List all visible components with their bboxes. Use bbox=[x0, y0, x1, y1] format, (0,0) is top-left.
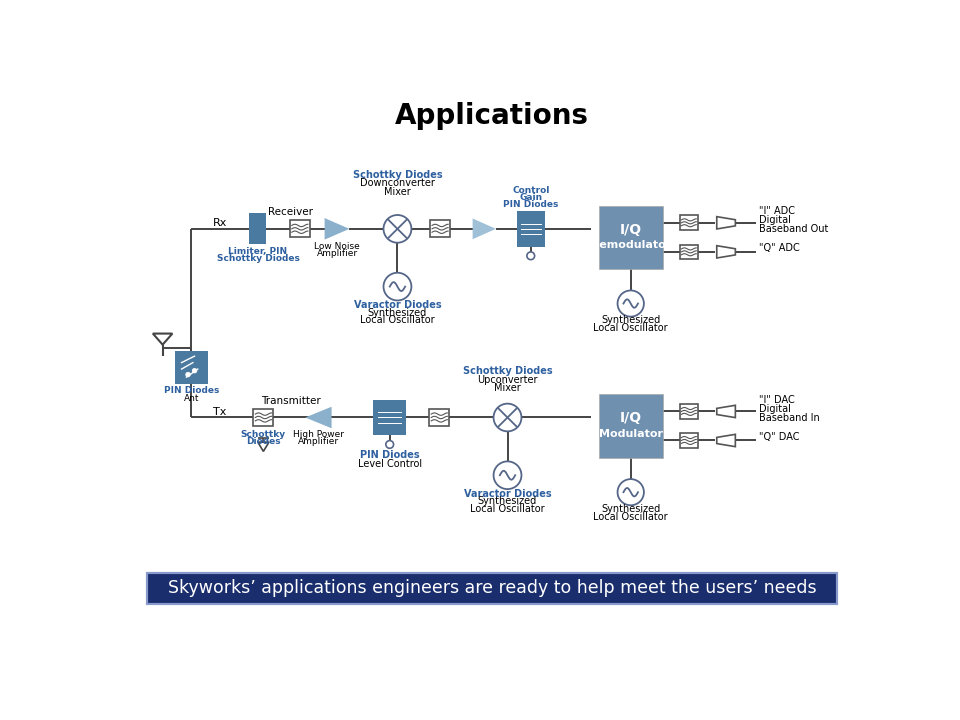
FancyBboxPatch shape bbox=[599, 395, 662, 457]
Text: Demodulator: Demodulator bbox=[590, 240, 671, 250]
Text: Transmitter: Transmitter bbox=[260, 395, 321, 405]
FancyBboxPatch shape bbox=[680, 404, 698, 419]
Text: Local Oscillator: Local Oscillator bbox=[593, 512, 668, 522]
Text: Gain: Gain bbox=[519, 193, 542, 202]
Polygon shape bbox=[305, 407, 331, 428]
Text: Synthesized: Synthesized bbox=[478, 496, 538, 506]
FancyBboxPatch shape bbox=[516, 211, 544, 246]
Polygon shape bbox=[472, 218, 496, 239]
Text: I/Q: I/Q bbox=[619, 222, 642, 237]
Text: Level Control: Level Control bbox=[358, 459, 421, 469]
Text: Schottky Diodes: Schottky Diodes bbox=[463, 366, 552, 377]
Polygon shape bbox=[258, 442, 269, 451]
Text: Modulator: Modulator bbox=[599, 428, 662, 438]
Circle shape bbox=[617, 479, 644, 505]
Text: Varactor Diodes: Varactor Diodes bbox=[353, 300, 442, 310]
Text: Digital: Digital bbox=[759, 404, 791, 414]
FancyBboxPatch shape bbox=[680, 433, 698, 448]
Text: "I" DAC: "I" DAC bbox=[759, 395, 795, 405]
Text: Baseband Out: Baseband Out bbox=[759, 224, 828, 234]
Text: Varactor Diodes: Varactor Diodes bbox=[464, 489, 551, 499]
Polygon shape bbox=[324, 218, 349, 240]
Text: Synthesized: Synthesized bbox=[601, 504, 660, 514]
Polygon shape bbox=[153, 333, 173, 345]
Text: PIN Diodes: PIN Diodes bbox=[163, 386, 219, 395]
Text: Synthesized: Synthesized bbox=[368, 307, 427, 318]
FancyBboxPatch shape bbox=[250, 213, 267, 244]
Text: Upconverter: Upconverter bbox=[477, 375, 538, 384]
FancyBboxPatch shape bbox=[680, 245, 698, 259]
Text: Baseband In: Baseband In bbox=[759, 413, 820, 423]
Text: Local Oscillator: Local Oscillator bbox=[593, 323, 668, 333]
Text: Tx: Tx bbox=[213, 407, 227, 417]
Text: Digital: Digital bbox=[759, 215, 791, 225]
Text: Skyworks’ applications engineers are ready to help meet the users’ needs: Skyworks’ applications engineers are rea… bbox=[168, 580, 816, 598]
Text: Low Noise: Low Noise bbox=[314, 242, 360, 251]
Text: Schottky: Schottky bbox=[241, 430, 286, 439]
Text: Downconverter: Downconverter bbox=[360, 179, 435, 189]
Text: Synthesized: Synthesized bbox=[601, 315, 660, 325]
Text: Control: Control bbox=[512, 186, 549, 195]
Circle shape bbox=[617, 290, 644, 317]
Text: I/Q: I/Q bbox=[619, 411, 642, 426]
Text: Amplifier: Amplifier bbox=[317, 249, 357, 258]
Text: Mixer: Mixer bbox=[384, 187, 411, 197]
Circle shape bbox=[383, 273, 412, 300]
Text: "I" ADC: "I" ADC bbox=[759, 206, 796, 216]
FancyBboxPatch shape bbox=[373, 400, 406, 435]
Polygon shape bbox=[717, 217, 735, 229]
Circle shape bbox=[192, 369, 197, 373]
Text: Schottky Diodes: Schottky Diodes bbox=[217, 254, 300, 264]
Circle shape bbox=[527, 252, 535, 260]
Circle shape bbox=[493, 404, 521, 431]
Text: Amplifier: Amplifier bbox=[298, 437, 339, 446]
FancyBboxPatch shape bbox=[599, 206, 662, 269]
Text: Ant: Ant bbox=[183, 394, 199, 402]
Text: Schottky Diodes: Schottky Diodes bbox=[352, 170, 443, 180]
Text: PIN Diodes: PIN Diodes bbox=[503, 199, 559, 209]
Text: Local Oscillator: Local Oscillator bbox=[360, 315, 435, 325]
Text: "Q" ADC: "Q" ADC bbox=[759, 243, 800, 253]
FancyBboxPatch shape bbox=[147, 573, 837, 604]
Text: Receiver: Receiver bbox=[268, 207, 313, 217]
Text: Diodes: Diodes bbox=[246, 437, 280, 446]
FancyBboxPatch shape bbox=[430, 220, 450, 238]
Text: Limiter, PIN: Limiter, PIN bbox=[228, 247, 287, 256]
Text: Rx: Rx bbox=[213, 218, 228, 228]
Text: Mixer: Mixer bbox=[494, 383, 521, 393]
Circle shape bbox=[493, 462, 521, 489]
Text: Applications: Applications bbox=[395, 102, 589, 130]
Text: "Q" DAC: "Q" DAC bbox=[759, 432, 800, 441]
FancyBboxPatch shape bbox=[429, 409, 449, 426]
Polygon shape bbox=[717, 405, 735, 418]
FancyBboxPatch shape bbox=[175, 351, 207, 384]
FancyBboxPatch shape bbox=[680, 215, 698, 230]
FancyBboxPatch shape bbox=[253, 409, 274, 426]
FancyBboxPatch shape bbox=[290, 220, 310, 238]
Text: High Power: High Power bbox=[293, 430, 344, 439]
Circle shape bbox=[386, 441, 394, 449]
Text: Local Oscillator: Local Oscillator bbox=[470, 504, 545, 514]
Polygon shape bbox=[717, 246, 735, 258]
Polygon shape bbox=[717, 434, 735, 446]
Text: PIN Diodes: PIN Diodes bbox=[360, 450, 420, 460]
Circle shape bbox=[383, 215, 412, 243]
Circle shape bbox=[185, 372, 190, 377]
